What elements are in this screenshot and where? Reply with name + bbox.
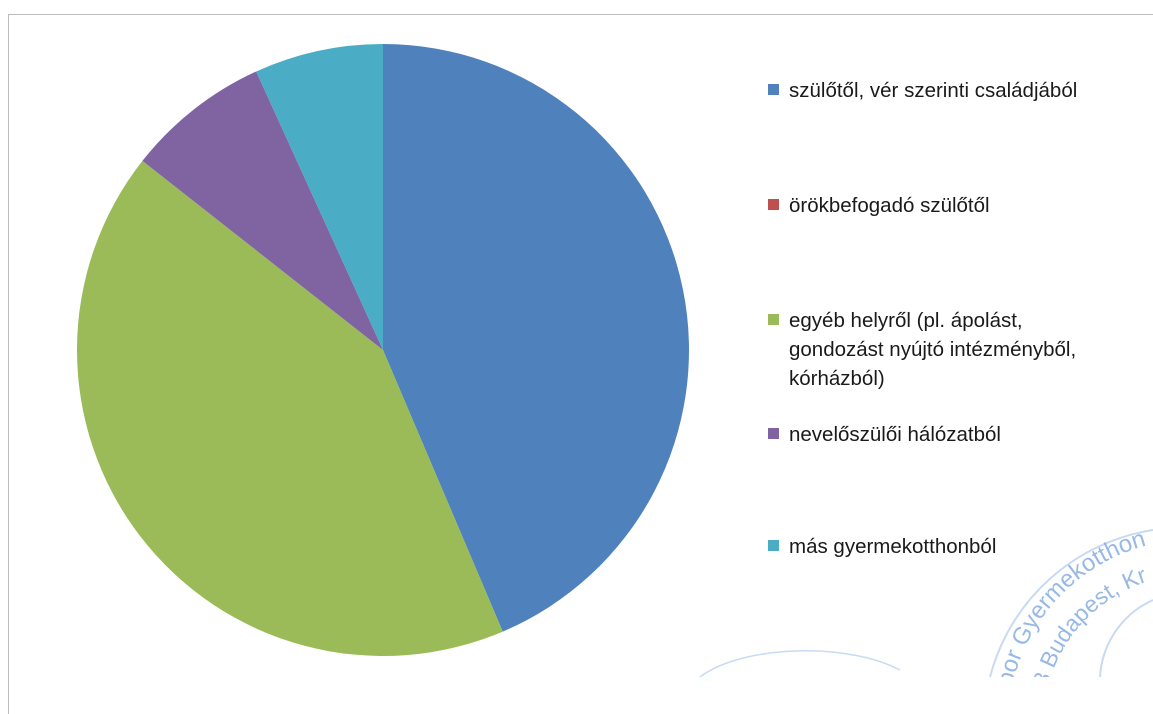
legend-item-nevelo: nevelőszülői hálózatból	[768, 420, 1144, 449]
legend-swatch	[768, 540, 779, 551]
legend-label: nevelőszülői hálózatból	[789, 423, 1001, 446]
legend-label: szülőtől, vér szerinti családjából	[789, 79, 1078, 102]
legend-label: más gyermekotthonból	[789, 535, 997, 558]
pie-slice-3	[142, 71, 383, 351]
pie-slice-2	[76, 160, 503, 657]
legend-item-orokbefogado: örökbefogadó szülőtől	[768, 191, 1144, 220]
legend-swatch	[768, 314, 779, 325]
legend-label: örökbefogadó szülőtől	[789, 194, 990, 217]
legend-swatch	[768, 84, 779, 95]
legend-swatch	[768, 199, 779, 210]
legend-item-egyeb: egyéb helyről (pl. ápolást, gondozást ny…	[768, 306, 1144, 393]
legend-item-verszerinti: szülőtől, vér szerinti családjából	[768, 76, 1144, 105]
pie-slice-0	[383, 44, 690, 632]
pie-chart	[76, 44, 690, 657]
legend-label: egyéb helyről (pl. ápolást, gondozást ny…	[789, 309, 1077, 390]
legend-item-mas-otthon: más gyermekotthonból	[768, 532, 1144, 561]
legend-swatch	[768, 428, 779, 439]
pie-slice-4	[256, 44, 383, 350]
chart-frame	[8, 14, 1153, 714]
